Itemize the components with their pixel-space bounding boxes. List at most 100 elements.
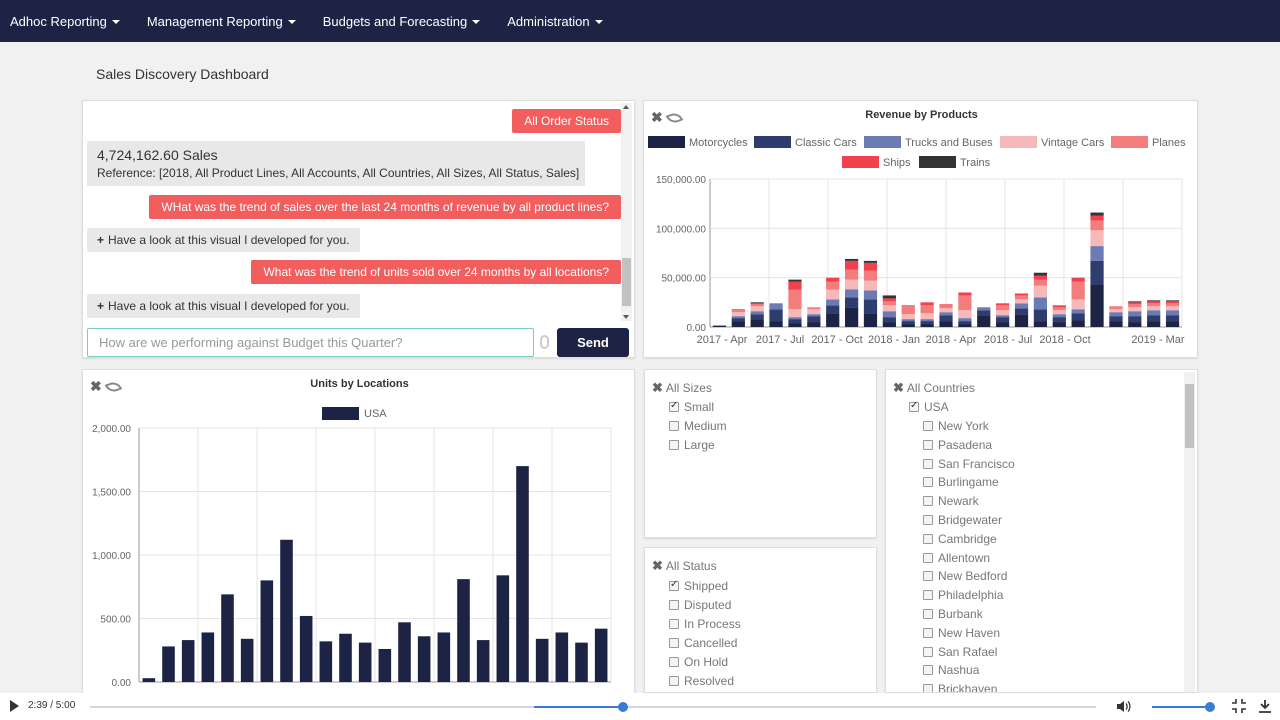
exit-fullscreen-icon[interactable]	[1232, 699, 1246, 713]
checkbox[interactable]	[923, 590, 933, 601]
bar	[457, 579, 470, 682]
filter-checkbox-cancelled[interactable]: Cancelled	[669, 636, 737, 650]
filter-checkbox-usa[interactable]: USA	[909, 400, 949, 414]
chart-title: Units by Locations	[310, 378, 409, 390]
checkbox[interactable]	[923, 458, 933, 469]
close-icon[interactable]: ✖	[90, 378, 102, 394]
nav-label: Adhoc Reporting	[10, 13, 107, 29]
filter-checkbox-large[interactable]: Large	[669, 438, 715, 452]
scrollbar-thumb[interactable]	[1185, 384, 1194, 448]
checkbox[interactable]	[669, 400, 679, 412]
filter-checkbox-medium[interactable]: Medium	[669, 419, 727, 433]
chat-history[interactable]: All Order Status 4,724,162.60 Sales Refe…	[83, 101, 621, 323]
checkbox[interactable]	[669, 421, 679, 431]
checkbox[interactable]	[923, 627, 933, 638]
filter-checkbox-city[interactable]: New Haven	[923, 626, 1000, 640]
stacked-bar-segment	[1090, 284, 1104, 327]
nav-budgets-forecasting[interactable]: Budgets and Forecasting	[323, 14, 481, 29]
stacked-bar-segment	[1165, 306, 1180, 311]
countries-filter-header[interactable]: ✖ All Countries	[893, 380, 975, 396]
play-icon[interactable]	[10, 700, 19, 712]
checkbox[interactable]	[923, 609, 933, 619]
checkbox[interactable]	[923, 439, 933, 450]
chat-scrollbar[interactable]	[621, 103, 632, 321]
filter-checkbox-city[interactable]: Burlingame	[923, 475, 999, 489]
filter-checkbox-on-hold[interactable]: On Hold	[669, 655, 728, 669]
download-icon[interactable]	[1258, 699, 1272, 713]
x-tick-label: 2018 - Oct	[1039, 334, 1090, 346]
scroll-up-icon[interactable]	[623, 105, 629, 109]
nav-adhoc-reporting[interactable]: Adhoc Reporting	[10, 14, 120, 29]
checkbox[interactable]	[909, 400, 919, 412]
nav-management-reporting[interactable]: Management Reporting	[147, 14, 296, 29]
scrollbar-thumb[interactable]	[622, 258, 631, 306]
seek-knob[interactable]	[618, 702, 628, 712]
checkbox[interactable]	[923, 684, 933, 692]
checkbox[interactable]	[923, 552, 933, 563]
filter-checkbox-shipped[interactable]: Shipped	[669, 579, 728, 593]
filter-checkbox-city[interactable]: Philadelphia	[923, 588, 1003, 602]
filter-checkbox-resolved[interactable]: Resolved	[669, 674, 734, 688]
checkbox[interactable]	[669, 440, 679, 450]
checkbox[interactable]	[669, 600, 679, 610]
filter-checkbox-city[interactable]: Pasadena	[923, 438, 992, 452]
filter-checkbox-city[interactable]: Nashua	[923, 663, 979, 677]
scroll-down-icon[interactable]	[623, 315, 629, 319]
status-filter-header[interactable]: ✖ All Status	[652, 558, 717, 574]
checkbox[interactable]	[923, 665, 933, 676]
bar	[496, 575, 510, 682]
send-button[interactable]: Send	[557, 328, 629, 357]
stacked-bar-segment	[1109, 316, 1123, 322]
countries-scrollbar[interactable]	[1184, 372, 1195, 692]
checkbox[interactable]	[669, 676, 679, 686]
filter-checkbox-city[interactable]: Burbank	[923, 607, 983, 621]
close-icon[interactable]: ✖	[652, 558, 663, 573]
checkbox[interactable]	[669, 657, 679, 667]
stacked-bar-segment	[750, 311, 764, 315]
checkbox[interactable]	[669, 579, 679, 591]
filter-checkbox-in-process[interactable]: In Process	[669, 617, 741, 631]
chat-input[interactable]: How are we performing against Budget thi…	[87, 328, 534, 357]
close-icon[interactable]: ✖	[652, 380, 663, 395]
sizes-filter-header[interactable]: ✖ All Sizes	[652, 380, 712, 396]
filter-checkbox-city[interactable]: San Francisco	[923, 457, 1015, 471]
checkbox[interactable]	[923, 477, 933, 488]
stacked-bar-segment	[1147, 315, 1161, 322]
filter-checkbox-city[interactable]: Brickhaven	[923, 682, 997, 692]
checkbox[interactable]	[669, 638, 679, 648]
checkbox-label: On Hold	[684, 655, 729, 669]
stacked-bar-segment	[844, 258, 859, 261]
filter-checkbox-disputed[interactable]: Disputed	[669, 598, 731, 612]
filter-checkbox-city[interactable]: Newark	[923, 494, 979, 508]
filter-checkbox-city[interactable]: Allentown	[923, 551, 990, 565]
checkbox[interactable]	[923, 515, 933, 525]
filter-checkbox-city[interactable]: New Bedford	[923, 569, 1007, 583]
volume-track[interactable]	[1152, 706, 1210, 708]
y-tick-label: 100,000.00	[656, 224, 706, 235]
nav-administration[interactable]: Administration	[507, 14, 603, 29]
filter-checkbox-city[interactable]: New York	[923, 419, 989, 433]
checkbox[interactable]	[923, 571, 933, 582]
stacked-bar-segment	[844, 279, 859, 290]
checkbox[interactable]	[923, 496, 933, 507]
filter-checkbox-city[interactable]: Cambridge	[923, 532, 997, 546]
volume-icon[interactable]	[1116, 700, 1132, 713]
filter-checkbox-small[interactable]: Small	[669, 400, 714, 414]
close-icon[interactable]: ✖	[651, 109, 663, 125]
close-icon[interactable]: ✖	[893, 380, 904, 395]
checkbox[interactable]	[923, 421, 933, 431]
chat-bot-visual-link[interactable]: + Have a look at this visual I developed …	[87, 228, 360, 252]
volume-knob[interactable]	[1205, 702, 1215, 712]
nav-label: Management Reporting	[146, 13, 283, 29]
checkbox-label: Burlingame	[938, 475, 999, 490]
stacked-bar-segment	[977, 315, 991, 327]
filter-checkbox-city[interactable]: Bridgewater	[923, 513, 1002, 527]
chat-bot-visual-link[interactable]: + Have a look at this visual I developed …	[87, 294, 360, 318]
filter-checkbox-city[interactable]: San Rafael	[923, 645, 997, 659]
panel-toolbar: ✖	[90, 378, 122, 395]
checkbox[interactable]	[923, 533, 933, 544]
legend-swatch	[1111, 136, 1148, 148]
checkbox[interactable]	[669, 619, 679, 629]
checkbox[interactable]	[923, 646, 933, 657]
microphone-icon[interactable]	[540, 335, 549, 349]
